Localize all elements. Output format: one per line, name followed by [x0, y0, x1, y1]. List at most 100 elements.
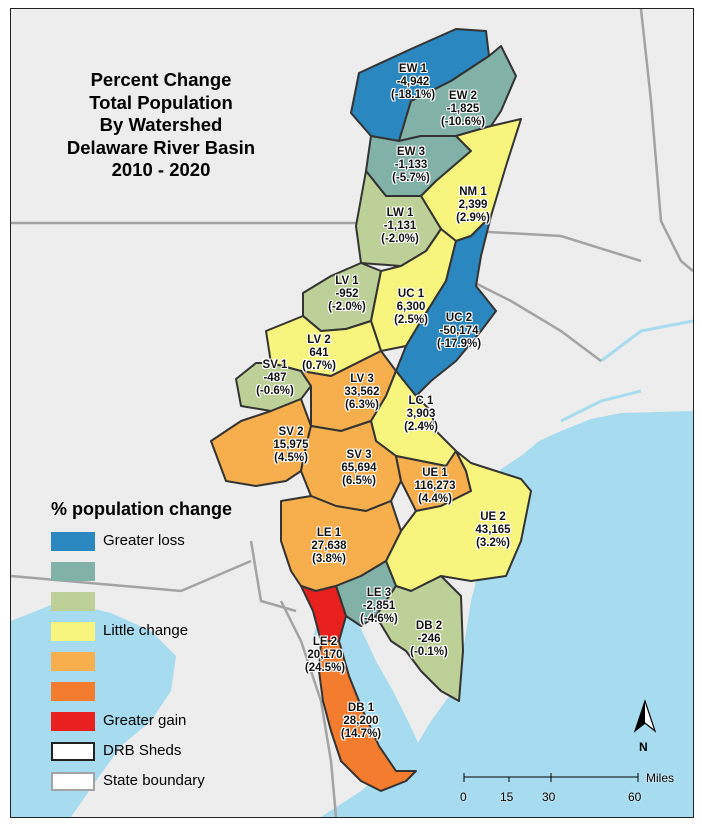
- watershed-id: LW 1: [386, 207, 414, 219]
- watershed-change: 20,170: [307, 649, 343, 661]
- legend-item-more-gain: [51, 680, 301, 710]
- legend-label: State boundary: [103, 772, 205, 789]
- state-boundaries: [11, 9, 693, 817]
- legend-item-loss: [51, 560, 301, 590]
- legend-swatch: [51, 592, 95, 611]
- watershed-polygons: [210, 28, 532, 792]
- legend-label: Little change: [103, 622, 189, 639]
- watershed-DB1[interactable]: [318, 640, 417, 792]
- watershed-label-EW2: EW 2 -1,825 (-10.6%): [441, 90, 485, 129]
- watershed-label-NM1: NM 1 2,399 (2.9%): [456, 186, 490, 225]
- legend-label: DRB Sheds: [103, 742, 182, 759]
- scale-bar: [463, 773, 639, 782]
- watershed-change: -2,851: [362, 600, 396, 612]
- watershed-change: -1,825: [446, 103, 480, 115]
- watershed-label-UE2: UE 2 43,165 (3.2%): [475, 511, 510, 550]
- watershed-UC2[interactable]: [395, 215, 497, 397]
- watershed-pct: (-4.6%): [360, 613, 398, 625]
- watershed-label-LV3: LV 3 33,562 (6.3%): [344, 373, 379, 412]
- watershed-pct: (6.3%): [345, 399, 379, 411]
- watershed-label-UC1: UC 1 6,300 (2.5%): [394, 288, 428, 327]
- watershed-label-SV1: SV 1 -487 (-0.6%): [256, 359, 294, 398]
- watershed-label-LE2: LE 2 20,170 (24.5%): [305, 636, 345, 675]
- watershed-id: EW 1: [398, 63, 428, 75]
- north-arrow-icon: [633, 699, 657, 733]
- legend-swatch-outline: [51, 772, 95, 791]
- north-arrow-label: N: [639, 740, 648, 754]
- watershed-pct: (2.4%): [404, 421, 438, 433]
- watershed-change: 116,273: [414, 480, 456, 492]
- watershed-pct: (-0.6%): [256, 385, 294, 397]
- legend-label: Greater gain: [103, 712, 187, 729]
- legend-swatch: [51, 652, 95, 671]
- watershed-change: 6,300: [396, 301, 426, 313]
- delaware-bay-water: [339, 609, 421, 771]
- watershed-label-LV1: LV 1 -952 (-2.0%): [328, 275, 366, 314]
- legend-label: Greater loss: [103, 532, 185, 549]
- watershed-pct: (24.5%): [304, 662, 346, 674]
- watershed-change: -1,133: [394, 159, 428, 171]
- watershed-label-UE1: UE 1 116,273 (4.4%): [415, 467, 456, 506]
- watershed-id: UC 2: [445, 312, 473, 324]
- watershed-id: LE 3: [366, 587, 392, 599]
- watershed-change: -50,174: [439, 325, 479, 337]
- title-line-2: Total Population: [89, 91, 233, 113]
- watershed-id: UE 1: [422, 467, 448, 479]
- title-line-1: Percent Change: [90, 69, 232, 90]
- watershed-change: -952: [335, 288, 359, 300]
- ocean-water: [321, 411, 693, 817]
- watershed-pct: (4.4%): [418, 493, 452, 505]
- watershed-id: DB 1: [347, 702, 375, 714]
- watershed-id: DB 2: [415, 620, 443, 632]
- legend-swatch: [51, 712, 95, 731]
- watershed-id: LC 1: [408, 395, 434, 407]
- watershed-id: LE 2: [312, 636, 338, 648]
- watershed-change: -4,942: [396, 76, 430, 88]
- watershed-id: EW 3: [396, 146, 426, 158]
- legend-swatch: [51, 622, 95, 641]
- watershed-id: NM 1: [459, 186, 487, 198]
- watershed-pct: (-17.9%): [436, 338, 482, 350]
- legend-swatch: [51, 562, 95, 581]
- watershed-id: LE 1: [316, 527, 342, 539]
- watershed-id: UC 1: [397, 288, 425, 300]
- legend-item-drb-sheds: DRB Sheds: [51, 740, 301, 770]
- watershed-pct: (3.2%): [476, 537, 510, 549]
- watershed-id: LV 1: [335, 275, 359, 287]
- watershed-change: 43,165: [475, 524, 511, 536]
- watershed-DB2[interactable]: [375, 575, 464, 702]
- watershed-change: 2,399: [458, 199, 488, 211]
- watershed-change: 3,903: [406, 408, 436, 420]
- title-line-4: Delaware River Basin: [66, 136, 256, 158]
- watershed-pct: (6.5%): [342, 475, 376, 487]
- watershed-label-SV2: SV 2 15,975 (4.5%): [273, 426, 308, 465]
- title-line-3: By Watershed: [99, 114, 223, 135]
- watershed-change: -1,131: [383, 220, 417, 232]
- scale-tick-60: 60: [628, 790, 642, 804]
- legend-swatch-outline: [51, 742, 95, 761]
- legend-item-little-change: Little change: [51, 620, 301, 650]
- watershed-change: 27,638: [311, 540, 347, 552]
- watershed-label-LV2: LV 2 641 (0.7%): [302, 334, 336, 373]
- watershed-pct: (-0.1%): [410, 646, 448, 658]
- watershed-label-LE3: LE 3 -2,851 (-4.6%): [360, 587, 398, 626]
- watershed-label-DB2: DB 2 -246 (-0.1%): [410, 620, 448, 659]
- watershed-label-LW1: LW 1 -1,131 (-2.0%): [381, 207, 419, 246]
- watershed-pct: (2.9%): [456, 212, 490, 224]
- legend-item-state-boundary: State boundary: [51, 770, 301, 800]
- watershed-pct: (-18.1%): [390, 89, 436, 101]
- legend-item-gain: [51, 650, 301, 680]
- scale-tick-30: 30: [542, 790, 556, 804]
- watershed-label-EW1: EW 1 -4,942 (-18.1%): [391, 63, 435, 102]
- watershed-pct: (-10.6%): [440, 116, 486, 128]
- legend-item-greater-gain: Greater gain: [51, 710, 301, 740]
- watershed-id: EW 2: [448, 90, 478, 102]
- map-frame: Percent Change Total Population By Water…: [10, 8, 694, 818]
- watershed-change: 641: [309, 347, 329, 359]
- scale-tick-15: 15: [500, 790, 514, 804]
- watershed-label-UC2: UC 2 -50,174 (-17.9%): [437, 312, 481, 351]
- map-canvas: [11, 9, 693, 817]
- watershed-pct: (14.7%): [340, 728, 382, 740]
- watershed-pct: (2.5%): [394, 314, 428, 326]
- map-title: Percent Change Total Population By Water…: [41, 69, 281, 182]
